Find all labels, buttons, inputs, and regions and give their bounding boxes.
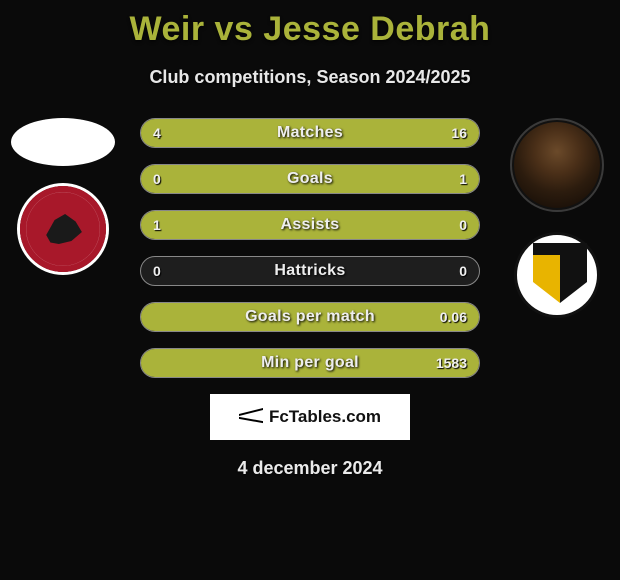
branding-chart-icon <box>239 407 263 427</box>
stat-label: Assists <box>141 211 479 239</box>
stat-label: Goals per match <box>141 303 479 331</box>
branding-box: FcTables.com <box>210 394 410 440</box>
club-badge-left <box>20 186 106 272</box>
stat-bar: 01Goals <box>140 164 480 194</box>
stat-bar: 00.06Goals per match <box>140 302 480 332</box>
stat-label: Matches <box>141 119 479 147</box>
club-badge-right <box>514 232 600 318</box>
stat-label: Hattricks <box>141 257 479 285</box>
stat-bar: 416Matches <box>140 118 480 148</box>
player-right-column <box>502 118 612 318</box>
player-avatar-left <box>11 118 115 166</box>
player-avatar-right <box>510 118 604 212</box>
stat-bar: 01583Min per goal <box>140 348 480 378</box>
stat-label: Min per goal <box>141 349 479 377</box>
date-label: 4 december 2024 <box>0 458 620 479</box>
player-left-column <box>8 118 118 272</box>
stat-bars: 416Matches 01Goals 10Assists 00Hattricks 00.… <box>140 118 480 378</box>
subtitle: Club competitions, Season 2024/2025 <box>0 67 620 88</box>
stat-bar: 00Hattricks <box>140 256 480 286</box>
comparison-stage: 416Matches 01Goals 10Assists 00Hattricks 00.… <box>0 118 620 378</box>
page-title: Weir vs Jesse Debrah <box>0 0 620 49</box>
stat-bar: 10Assists <box>140 210 480 240</box>
stat-label: Goals <box>141 165 479 193</box>
branding-text: FcTables.com <box>269 407 381 427</box>
